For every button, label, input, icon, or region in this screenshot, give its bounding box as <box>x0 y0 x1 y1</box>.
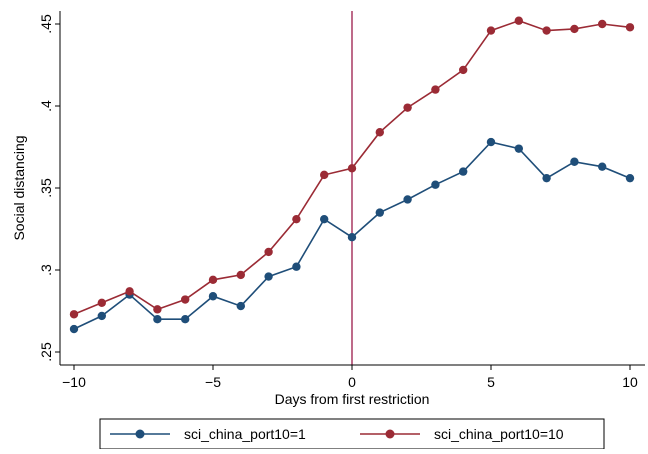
data-point <box>208 275 218 285</box>
data-point <box>347 164 357 173</box>
data-point <box>570 157 579 166</box>
y-tick-label: .45 <box>38 14 54 34</box>
data-point <box>292 214 301 224</box>
x-tick-label: −5 <box>205 374 221 390</box>
data-point <box>97 298 107 307</box>
legend-label-1: sci_china_port10=1 <box>184 426 306 442</box>
data-point <box>208 292 218 301</box>
x-axis-label: Days from first restriction <box>275 391 430 407</box>
data-point <box>292 262 301 271</box>
data-point <box>125 287 134 296</box>
legend-item-1: sci_china_port10=1 <box>110 426 306 442</box>
legend-label-2: sci_china_port10=10 <box>434 426 564 442</box>
x-tick-label: 0 <box>348 374 356 390</box>
data-point <box>181 295 190 304</box>
data-point <box>181 315 190 324</box>
data-point <box>625 23 635 32</box>
data-point <box>403 103 412 112</box>
data-point <box>97 311 107 321</box>
y-tick-label: .3 <box>38 264 54 276</box>
data-point <box>486 137 496 147</box>
data-point <box>486 26 496 35</box>
data-point <box>459 65 468 75</box>
data-point <box>431 85 440 94</box>
data-point <box>347 233 357 242</box>
legend-item-2: sci_china_port10=10 <box>360 426 564 442</box>
data-point <box>69 310 79 319</box>
data-point <box>375 208 384 217</box>
data-point <box>542 173 551 183</box>
x-tick-label: −10 <box>62 374 86 390</box>
data-point <box>320 214 329 224</box>
y-tick-label: .35 <box>38 178 54 198</box>
legend-swatch-marker-1 <box>135 429 145 439</box>
y-tick-label: .25 <box>38 342 54 362</box>
axes: Social distancing Days from first restri… <box>11 11 645 407</box>
y-tick-label: .4 <box>38 100 54 112</box>
x-tick-label: 10 <box>622 374 638 390</box>
data-point <box>153 315 162 324</box>
data-point <box>236 270 245 280</box>
data-point <box>625 173 635 183</box>
y-axis-label: Social distancing <box>11 135 27 240</box>
data-point <box>514 16 523 25</box>
data-point <box>403 195 412 204</box>
data-point <box>598 162 607 171</box>
data-point <box>431 180 440 189</box>
data-point <box>69 324 79 334</box>
data-point <box>570 24 579 34</box>
data-point <box>514 144 523 153</box>
data-point <box>264 247 273 257</box>
legend-box <box>99 418 605 450</box>
data-point <box>375 128 384 137</box>
data-point <box>264 272 273 281</box>
data-point <box>542 26 551 35</box>
data-point <box>459 167 468 176</box>
data-point <box>236 301 245 311</box>
data-point <box>153 305 162 314</box>
plot-area <box>69 11 635 365</box>
data-point <box>598 19 607 29</box>
data-point <box>320 170 329 180</box>
legend-swatch-marker-2 <box>385 429 395 439</box>
legend: sci_china_port10=1 sci_china_port10=10 <box>99 418 605 450</box>
x-tick-label: 5 <box>487 374 495 390</box>
